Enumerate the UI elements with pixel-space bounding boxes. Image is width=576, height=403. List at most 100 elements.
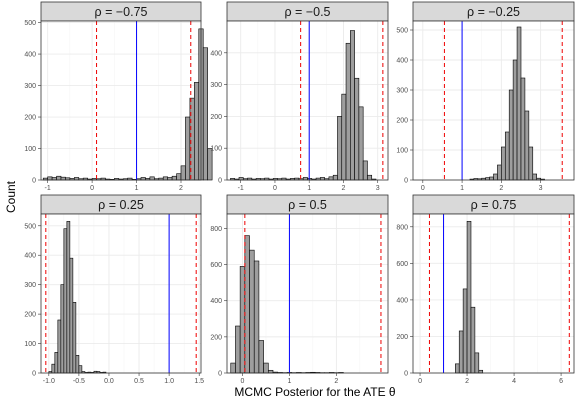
y-tick-label: 500 (24, 223, 36, 230)
histogram-bar (258, 340, 264, 374)
y-tick-label: 100 (396, 148, 408, 155)
x-tick-label: 6 (559, 378, 563, 385)
histogram-bar (162, 176, 168, 181)
y-tick-label: 0 (218, 178, 222, 185)
plot-area (41, 21, 201, 180)
histogram-bar (60, 284, 65, 374)
y-tick-label: 600 (396, 261, 408, 268)
x-tick-label: 4 (512, 378, 516, 385)
x-tick-label: 3 (376, 185, 380, 192)
y-tick-label: 500 (24, 20, 36, 27)
histogram-bar (466, 221, 472, 374)
histogram-bar (63, 228, 68, 374)
histogram-bar (332, 174, 338, 181)
y-tick-label: 300 (210, 82, 222, 89)
histogram-bar (520, 77, 526, 181)
panel-border (226, 213, 389, 374)
histogram-bar (462, 288, 468, 374)
y-tick-label: 0 (32, 178, 36, 185)
histogram-bar (474, 352, 480, 374)
histogram-bar (337, 116, 343, 181)
y-tick-label: 200 (210, 334, 222, 341)
y-tick-label: 800 (210, 226, 222, 233)
facet-strip-label: ρ = −0.75 (95, 5, 148, 19)
y-tick-label: 200 (210, 114, 222, 121)
x-tick-label: 2 (334, 378, 338, 385)
histogram-bar (354, 77, 360, 181)
x-tick-label: 1.5 (194, 378, 204, 385)
histogram-bar (345, 42, 351, 181)
y-tick-label: 400 (210, 50, 222, 57)
histogram-bar (516, 26, 522, 181)
x-tick-label: 2 (465, 378, 469, 385)
panel-5: ρ = 0.5 0 1 2 0 200 400 600 800 (210, 194, 389, 385)
histogram-bar (512, 59, 518, 181)
x-tick-label: 1.0 (164, 378, 174, 385)
x-tick-label: 1 (307, 185, 311, 192)
histogram-bar (235, 325, 241, 374)
x-tick-label: 0.0 (104, 378, 114, 385)
x-tick-label: -1 (238, 185, 244, 192)
histogram-bar (51, 363, 56, 374)
histogram-bar (57, 319, 62, 374)
histogram-bar (176, 173, 182, 181)
x-tick-label: 0 (90, 185, 94, 192)
y-tick-label: 200 (24, 115, 36, 122)
histogram-bar (56, 175, 62, 181)
histogram-bar (47, 176, 53, 181)
histogram-bar (249, 249, 255, 374)
y-tick-label: 100 (24, 341, 36, 348)
histogram-bar (72, 302, 77, 374)
histogram-bar (185, 116, 191, 181)
panel-border (226, 20, 389, 181)
x-tick-label: -1.0 (43, 378, 55, 385)
facet-strip-label: ρ = −0.25 (467, 5, 520, 19)
y-tick-label: 400 (396, 297, 408, 304)
histogram-bar (66, 221, 71, 374)
histogram-bar (532, 173, 537, 181)
x-tick-label: -0.5 (73, 378, 85, 385)
y-tick-label: 0 (404, 178, 408, 185)
panel-1: ρ = −0.75 -1 0 1 2 0 100 200 300 400 500 (24, 1, 213, 192)
y-tick-label: 200 (24, 312, 36, 319)
histogram-bar (263, 362, 269, 374)
facet-strip-label: ρ = −0.5 (284, 5, 330, 19)
histogram-bar (455, 363, 460, 374)
panel-border (40, 20, 202, 181)
histogram-bar (350, 30, 355, 181)
facet-strip-label: ρ = 0.5 (288, 198, 327, 212)
histogram-bar (497, 164, 502, 181)
panel-border (412, 20, 575, 181)
y-tick-label: 100 (210, 146, 222, 153)
x-tick-label: 0.5 (134, 378, 144, 385)
x-tick-label: 1 (287, 378, 291, 385)
plot-area (413, 214, 574, 373)
x-tick-label: 1 (460, 185, 464, 192)
y-tick-label: 300 (396, 88, 408, 95)
histogram-bar (328, 176, 334, 181)
histogram-bar (194, 82, 200, 181)
y-axis-title: Count (4, 180, 18, 213)
histogram-bar (207, 148, 213, 181)
y-tick-label: 0 (218, 371, 222, 378)
histogram-bar (268, 369, 274, 374)
y-tick-label: 300 (24, 282, 36, 289)
x-tick-label: -1 (45, 185, 51, 192)
panel-6: ρ = 0.75 0 2 4 6 0 200 400 600 800 (396, 194, 575, 385)
x-tick-label: 2 (342, 185, 346, 192)
histogram-bar (458, 330, 464, 374)
histogram-bar (244, 235, 250, 374)
histogram-bar (501, 146, 506, 181)
y-tick-label: 400 (24, 253, 36, 260)
y-tick-label: 0 (32, 371, 36, 378)
plot-area (413, 21, 574, 180)
histogram-bar (504, 131, 510, 181)
histogram-bar (78, 365, 83, 374)
histogram-bar (202, 47, 208, 181)
histogram-bar (54, 352, 59, 374)
x-tick-label: 2 (499, 185, 503, 192)
histogram-bar (189, 97, 195, 181)
y-tick-label: 500 (396, 28, 408, 35)
